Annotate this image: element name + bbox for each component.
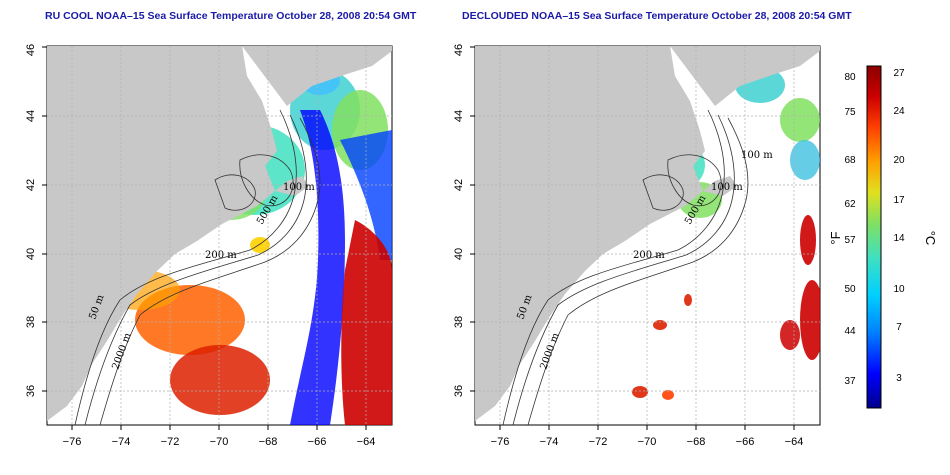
lat-tick-label: 42 xyxy=(25,179,37,191)
lat-tick-label: 42 xyxy=(453,179,465,191)
contour-label: 100 m xyxy=(711,182,743,193)
lon-tick-label: −72 xyxy=(161,436,180,448)
lon-tick-label: −66 xyxy=(736,436,755,448)
fahrenheit-label: 75 xyxy=(844,107,856,118)
lat-tick-label: 38 xyxy=(25,316,37,328)
contour-label: 200 m xyxy=(205,250,237,261)
left-y-axis: 36 38 40 42 44 46 xyxy=(25,44,47,397)
lon-tick-label: −64 xyxy=(357,436,376,448)
lon-tick-label: −64 xyxy=(785,436,804,448)
colorbar-ramp xyxy=(866,65,882,409)
right-panel-title: DECLOUDED NOAA–15 Sea Surface Temperatur… xyxy=(462,10,852,22)
right-bathymetry-contours xyxy=(502,109,749,425)
fahrenheit-label: 68 xyxy=(844,155,856,166)
left-map: 200 m 50 m 2000 m 100 m 500 m −76 −74 −7… xyxy=(25,44,393,448)
celsius-label: 7 xyxy=(896,322,902,333)
fahrenheit-label: 44 xyxy=(844,326,856,337)
celsius-label: 3 xyxy=(896,373,902,384)
lon-tick-label: −70 xyxy=(638,436,657,448)
celsius-label: 27 xyxy=(893,68,905,79)
lon-tick-label: −76 xyxy=(491,436,510,448)
fahrenheit-label: 80 xyxy=(844,72,856,83)
lat-tick-label: 38 xyxy=(453,316,465,328)
celsius-label: 24 xyxy=(893,106,905,117)
lat-tick-label: 46 xyxy=(453,44,465,56)
colorbar-c-labels: 27 24 20 17 14 10 7 3 xyxy=(893,68,905,384)
colorbar-f-labels: 80 75 68 62 57 50 44 37 xyxy=(844,72,856,387)
lon-tick-label: −74 xyxy=(112,436,131,448)
celsius-label: 20 xyxy=(893,155,905,166)
fahrenheit-label: 50 xyxy=(844,284,856,295)
right-x-axis: −76 −74 −72 −70 −68 −66 −64 xyxy=(491,425,804,448)
fahrenheit-label: 57 xyxy=(844,235,856,246)
lon-tick-label: −68 xyxy=(259,436,278,448)
lat-tick-label: 44 xyxy=(453,110,465,122)
lon-tick-label: −68 xyxy=(687,436,706,448)
lat-tick-label: 36 xyxy=(453,385,465,397)
right-y-axis: 36 38 40 42 44 46 xyxy=(453,44,475,397)
lon-tick-label: −76 xyxy=(63,436,82,448)
colorbar-unit-f: °F xyxy=(828,231,843,244)
lon-tick-label: −72 xyxy=(589,436,608,448)
celsius-label: 14 xyxy=(893,233,905,244)
lat-tick-label: 44 xyxy=(25,110,37,122)
contour-label: 200 m xyxy=(633,250,665,261)
right-grid xyxy=(475,46,820,425)
colorbar-unit-c: °C xyxy=(923,231,938,246)
contour-label: 100 m xyxy=(283,182,315,193)
fahrenheit-label: 37 xyxy=(844,376,856,387)
right-map: 200 m 50 m 2000 m 100 m 100 m 500 m −76 … xyxy=(453,44,821,448)
lat-tick-label: 40 xyxy=(453,248,465,260)
colorbar: 80 75 68 62 57 50 44 37 27 24 20 17 14 1… xyxy=(828,65,938,409)
fahrenheit-label: 62 xyxy=(844,199,856,210)
left-panel-title: RU COOL NOAA–15 Sea Surface Temperature … xyxy=(45,10,417,22)
lon-tick-label: −74 xyxy=(540,436,559,448)
celsius-label: 17 xyxy=(893,195,905,206)
lon-tick-label: −70 xyxy=(210,436,229,448)
left-grid xyxy=(47,46,392,425)
celsius-label: 10 xyxy=(893,284,905,295)
left-bathymetry-contours xyxy=(74,109,321,425)
lat-tick-label: 36 xyxy=(25,385,37,397)
lat-tick-label: 40 xyxy=(25,248,37,260)
left-x-axis: −76 −74 −72 −70 −68 −66 −64 xyxy=(63,425,376,448)
lat-tick-label: 46 xyxy=(25,44,37,56)
contour-label: 100 m xyxy=(741,150,773,161)
lon-tick-label: −66 xyxy=(308,436,327,448)
